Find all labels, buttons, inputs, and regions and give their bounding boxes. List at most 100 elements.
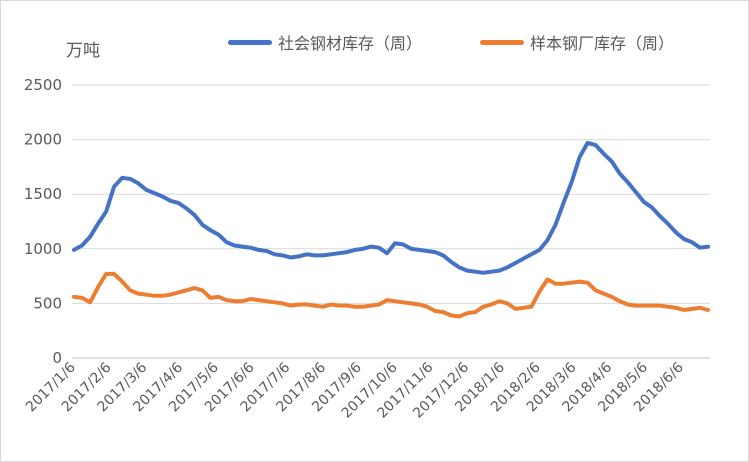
data-point-series-1 [683,309,685,311]
data-point-series-0 [579,156,581,158]
data-point-series-0 [137,182,139,184]
data-point-series-0 [354,249,356,251]
data-point-series-0 [514,262,516,264]
data-point-series-1 [354,306,356,308]
data-point-series-1 [691,308,693,310]
data-point-series-1 [330,304,332,305]
data-point-series-0 [683,238,685,240]
data-point-series-1 [707,309,709,311]
data-point-series-0 [418,249,420,251]
data-point-series-1 [426,306,428,308]
data-point-series-1 [474,311,476,313]
data-point-series-0 [539,249,540,251]
data-point-series-1 [378,304,380,305]
data-point-series-1 [530,306,532,308]
data-point-series-0 [675,231,677,233]
data-point-series-1 [218,296,219,298]
data-point-series-1 [153,295,155,297]
data-point-series-1 [81,297,83,299]
data-point-series-1 [145,294,147,296]
data-point-series-1 [338,305,340,307]
data-point-series-1 [177,292,179,293]
data-point-series-0 [506,266,508,268]
data-point-series-1 [370,305,372,307]
data-point-series-1 [466,312,468,314]
data-point-series-1 [667,306,669,308]
data-point-series-1 [675,307,677,309]
data-point-series-1 [659,305,661,307]
data-point-series-1 [547,278,548,280]
data-point-series-0 [298,255,300,257]
data-point-series-1 [514,308,516,310]
data-point-series-1 [522,307,524,309]
data-point-series-1 [258,299,260,301]
data-point-series-0 [595,144,597,146]
data-point-series-0 [603,153,605,155]
data-point-series-1 [555,283,556,285]
data-point-series-1 [113,273,115,275]
data-point-series-0 [258,249,260,251]
data-point-series-1 [595,289,597,291]
data-point-series-1 [266,300,268,302]
data-point-series-1 [129,289,131,291]
data-point-series-0 [643,201,645,203]
data-point-series-0 [250,247,252,249]
data-point-series-1 [619,300,621,302]
series-line-0 [72,140,710,275]
data-point-series-1 [458,316,460,317]
data-point-series-0 [153,192,155,194]
data-point-series-0 [282,254,284,256]
data-point-series-1 [250,298,252,300]
data-point-series-1 [346,305,348,307]
data-point-series-1 [482,306,484,308]
data-point-series-0 [555,224,556,226]
data-point-series-1 [185,289,187,291]
data-point-series-0 [410,248,412,250]
data-point-series-1 [105,273,107,275]
y-tick-label: 1000 [24,240,62,258]
data-point-series-1 [234,300,235,302]
data-point-series-0 [547,239,548,241]
data-point-series-0 [434,251,436,253]
data-point-series-1 [563,283,564,285]
y-tick-label: 0 [52,349,62,367]
data-point-series-1 [242,300,243,302]
data-point-series-1 [306,304,308,305]
data-point-series-1 [362,306,364,308]
data-point-series-1 [201,289,203,291]
data-point-series-0 [314,254,316,256]
y-axis-unit-label: 万吨 [66,41,100,61]
data-point-series-0 [378,247,380,249]
data-point-series-0 [226,241,227,243]
data-point-series-0 [482,272,484,274]
data-point-series-0 [611,160,613,162]
y-tick-label: 500 [33,294,62,312]
data-point-series-1 [89,301,91,303]
data-point-series-1 [274,301,276,303]
data-point-series-0 [129,178,131,180]
data-point-series-0 [627,181,629,183]
data-point-series-0 [169,200,171,202]
data-point-series-0 [699,247,701,249]
data-point-series-1 [571,282,573,284]
data-point-series-0 [402,243,404,245]
data-point-series-0 [667,223,669,225]
data-point-series-0 [394,242,396,244]
data-point-series-0 [522,258,524,260]
data-point-series-1 [579,281,581,283]
data-point-series-0 [474,271,476,273]
data-point-series-1 [161,295,163,297]
data-point-series-1 [506,302,508,304]
data-point-series-1 [643,305,645,307]
data-point-series-1 [651,305,653,307]
data-point-series-0 [209,229,211,231]
data-point-series-0 [73,249,75,251]
data-point-series-0 [635,191,637,193]
data-point-series-1 [539,290,540,292]
data-point-series-0 [97,223,99,225]
data-point-series-0 [185,207,187,209]
data-point-series-1 [290,305,292,307]
data-point-series-0 [330,253,332,255]
